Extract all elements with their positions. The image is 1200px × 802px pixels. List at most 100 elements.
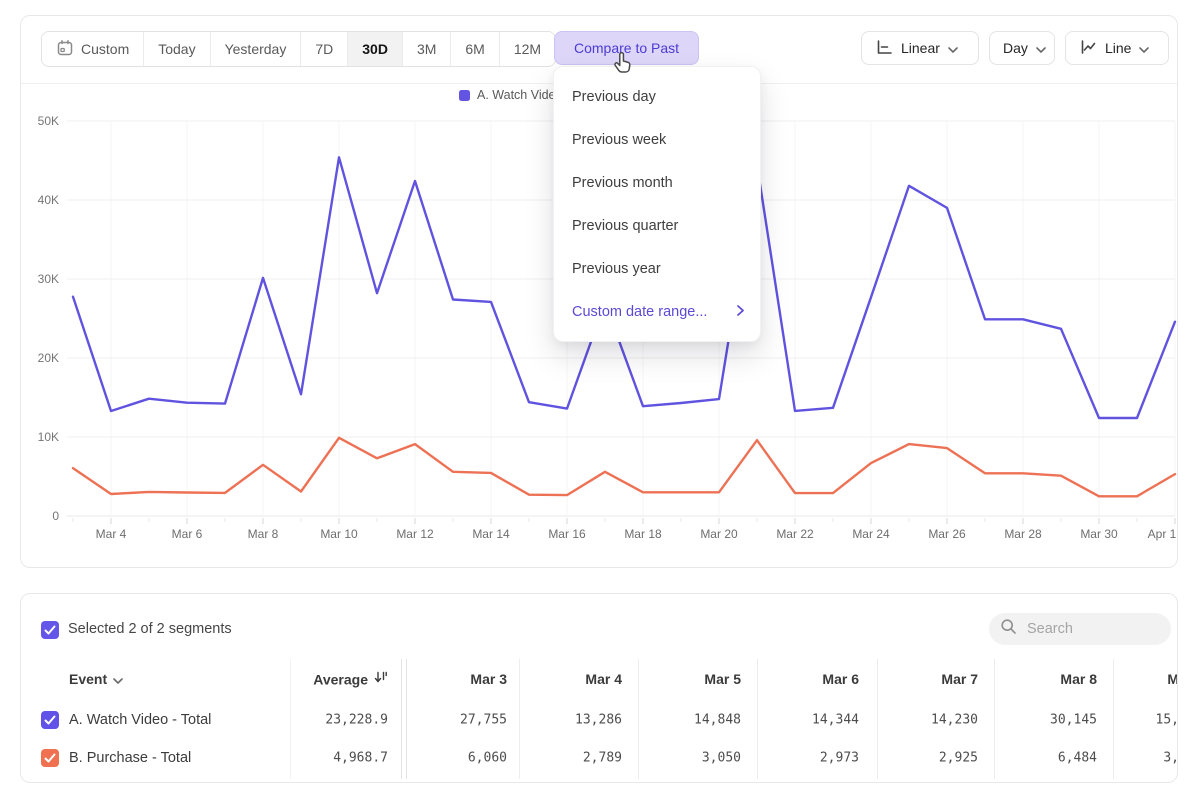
menu-item-previous-day[interactable]: Previous day bbox=[554, 75, 760, 118]
date-range-label: Yesterday bbox=[224, 41, 287, 57]
column-header-event[interactable]: Event bbox=[69, 671, 123, 687]
date-range-7d[interactable]: 7D bbox=[301, 32, 349, 66]
menu-item-previous-month[interactable]: Previous month bbox=[554, 161, 760, 204]
column-divider bbox=[994, 659, 995, 779]
granularity-label: Day bbox=[1003, 40, 1028, 56]
column-header-date: Mar 4 bbox=[585, 671, 622, 687]
cell-value: 6,060 bbox=[467, 750, 507, 766]
cell-value: 14,344 bbox=[812, 712, 859, 728]
chevron-down-icon bbox=[113, 671, 123, 687]
menu-item-label: Previous year bbox=[572, 260, 661, 277]
search-input[interactable] bbox=[1025, 620, 1159, 638]
segment-checkbox[interactable] bbox=[41, 711, 59, 729]
svg-text:Mar 10: Mar 10 bbox=[320, 527, 358, 541]
svg-text:Apr 1: Apr 1 bbox=[1148, 527, 1177, 541]
svg-text:50K: 50K bbox=[38, 114, 59, 128]
scale-label: Linear bbox=[901, 40, 940, 56]
menu-item-previous-quarter[interactable]: Previous quarter bbox=[554, 204, 760, 247]
date-range-30d[interactable]: 30D bbox=[348, 32, 403, 66]
column-header-label: Mar 3 bbox=[470, 671, 507, 687]
column-header-average[interactable]: Average bbox=[313, 671, 388, 688]
chevron-down-icon bbox=[1139, 40, 1150, 56]
menu-item-label: Previous day bbox=[572, 88, 656, 105]
compare-to-past-button[interactable]: Compare to Past bbox=[554, 31, 700, 65]
column-header-date: Mar 5 bbox=[704, 671, 741, 687]
cell-average: 4,968.7 bbox=[333, 750, 388, 766]
column-divider bbox=[406, 659, 407, 779]
menu-item-label: Previous month bbox=[572, 174, 673, 191]
svg-text:Mar 20: Mar 20 bbox=[700, 527, 738, 541]
calendar-icon bbox=[56, 39, 74, 60]
column-header-label: Event bbox=[69, 671, 108, 687]
svg-text:Mar 12: Mar 12 bbox=[396, 527, 434, 541]
svg-text:30K: 30K bbox=[38, 272, 59, 286]
date-range-12m[interactable]: 12M bbox=[499, 32, 556, 66]
column-header-label: Average bbox=[313, 671, 368, 687]
cell-value: 15, bbox=[1155, 712, 1178, 728]
cell-value: 14,230 bbox=[931, 712, 978, 728]
chart-type-dropdown-button[interactable]: Line bbox=[1065, 31, 1169, 65]
date-range-3m[interactable]: 3M bbox=[402, 32, 452, 66]
cell-value: 14,848 bbox=[694, 712, 741, 728]
svg-text:Mar 18: Mar 18 bbox=[624, 527, 662, 541]
cell-value: 2,925 bbox=[938, 750, 978, 766]
cell-value: 13,286 bbox=[575, 712, 622, 728]
date-range-today[interactable]: Today bbox=[144, 32, 211, 66]
svg-text:Mar 8: Mar 8 bbox=[248, 527, 279, 541]
granularity-dropdown-button[interactable]: Day bbox=[989, 31, 1055, 65]
date-range-6m[interactable]: 6M bbox=[451, 32, 500, 66]
menu-item-label: Previous week bbox=[572, 131, 667, 148]
menu-item-custom-date-range[interactable]: Custom date range... bbox=[554, 290, 760, 333]
menu-item-label: Custom date range... bbox=[572, 303, 708, 320]
date-range-custom[interactable]: Custom bbox=[42, 32, 145, 66]
segments-card: Selected 2 of 2 segments Event Average Mar… bbox=[20, 593, 1178, 783]
chart-type-label: Line bbox=[1105, 40, 1132, 56]
segment-checkbox[interactable] bbox=[41, 749, 59, 767]
segments-table: Event Average Mar 3 Mar 4 Mar 5 Mar 6 Mar 7 Mar… bbox=[21, 654, 1177, 782]
sort-descending-icon bbox=[374, 671, 388, 688]
column-header-label: Mar 8 bbox=[1060, 671, 1097, 687]
line-chart[interactable]: 0 10K 20K 30K 40K 50K Mar 4 Mar 6 Mar 8 Mar 10 Mar… bbox=[21, 83, 1179, 569]
select-all-checkbox[interactable] bbox=[41, 621, 59, 639]
column-header-date: M bbox=[1167, 671, 1178, 687]
column-header-date: Mar 8 bbox=[1060, 671, 1097, 687]
search-icon bbox=[1000, 618, 1017, 640]
date-range-label: 30D bbox=[362, 41, 388, 57]
column-header-label: Mar 7 bbox=[941, 671, 978, 687]
svg-text:Mar 4: Mar 4 bbox=[96, 527, 127, 541]
check-icon bbox=[44, 715, 56, 725]
cell-value: 2,789 bbox=[582, 750, 622, 766]
menu-item-previous-year[interactable]: Previous year bbox=[554, 247, 760, 290]
menu-item-previous-week[interactable]: Previous week bbox=[554, 118, 760, 161]
svg-text:Mar 6: Mar 6 bbox=[172, 527, 203, 541]
svg-text:0: 0 bbox=[52, 509, 59, 523]
column-header-label: Mar 6 bbox=[822, 671, 859, 687]
column-header-date: Mar 7 bbox=[941, 671, 978, 687]
column-divider bbox=[638, 659, 639, 779]
segment-label[interactable]: B. Purchase - Total bbox=[69, 750, 192, 766]
date-range-yesterday[interactable]: Yesterday bbox=[210, 32, 302, 66]
column-divider bbox=[401, 659, 402, 779]
cell-value: 3,050 bbox=[701, 750, 741, 766]
column-divider bbox=[877, 659, 878, 779]
svg-text:Mar 24: Mar 24 bbox=[852, 527, 890, 541]
compare-to-past-menu: Previous day Previous week Previous month P… bbox=[553, 66, 761, 342]
column-divider bbox=[290, 659, 291, 779]
date-range-label: 12M bbox=[513, 41, 542, 57]
cell-value: 30,145 bbox=[1050, 712, 1097, 728]
segment-label[interactable]: A. Watch Video - Total bbox=[69, 712, 212, 728]
cell-value: 27,755 bbox=[460, 712, 507, 728]
search-box[interactable] bbox=[989, 613, 1171, 645]
cell-value: 2,973 bbox=[819, 750, 859, 766]
date-range-label: 6M bbox=[465, 41, 485, 57]
line-chart-icon bbox=[1079, 38, 1097, 59]
column-header-label: M bbox=[1167, 671, 1178, 687]
column-header-date: Mar 6 bbox=[822, 671, 859, 687]
svg-text:Mar 14: Mar 14 bbox=[472, 527, 510, 541]
cell-value: 3, bbox=[1163, 750, 1178, 766]
check-icon bbox=[44, 753, 56, 763]
scale-dropdown-button[interactable]: Linear bbox=[861, 31, 979, 65]
date-range-label: Custom bbox=[81, 41, 130, 57]
svg-text:Mar 26: Mar 26 bbox=[928, 527, 966, 541]
svg-text:10K: 10K bbox=[38, 430, 59, 444]
